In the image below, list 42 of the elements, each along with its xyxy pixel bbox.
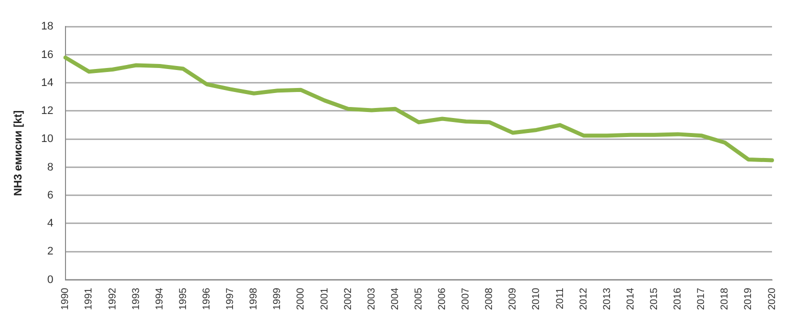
x-tick-label: 1999 xyxy=(272,287,284,310)
x-tick-label: 2010 xyxy=(531,287,542,310)
y-tick-label: 8 xyxy=(47,161,54,174)
x-tick-label: 2017 xyxy=(696,287,708,310)
x-tick-label: 2020 xyxy=(766,287,778,310)
x-tick-label: 1994 xyxy=(154,287,166,310)
x-tick-label: 1993 xyxy=(130,287,142,310)
x-tick-label: 2018 xyxy=(720,287,731,310)
x-tick-label: 2013 xyxy=(602,287,613,310)
y-tick-label: 18 xyxy=(41,20,54,33)
x-tick-label: 2019 xyxy=(743,287,754,310)
y-tick-label: 2 xyxy=(47,246,54,258)
y-tick-label: 14 xyxy=(41,76,54,89)
x-tick-label: 2001 xyxy=(319,287,330,310)
x-tick-label: 2000 xyxy=(296,287,307,310)
x-tick-label: 1991 xyxy=(84,287,95,310)
x-tick-label: 2011 xyxy=(554,287,566,310)
y-tick-label: 16 xyxy=(41,48,54,61)
x-tick-label: 2006 xyxy=(437,287,448,310)
y-axis-title: NH3 емисии [kt] xyxy=(12,110,25,196)
x-tick-label: 2015 xyxy=(648,287,660,310)
x-tick-label: 1998 xyxy=(248,287,260,310)
y-tick-label: 4 xyxy=(47,218,54,230)
x-tick-label: 2004 xyxy=(390,287,401,310)
x-tick-label: 1997 xyxy=(225,287,236,310)
x-tick-label: 1992 xyxy=(107,287,118,310)
x-tick-label: 2009 xyxy=(508,287,519,310)
y-tick-label: 10 xyxy=(41,133,54,146)
x-tick-label: 2012 xyxy=(578,287,590,310)
x-tick-label: 2003 xyxy=(366,287,378,310)
x-tick-label: 1996 xyxy=(202,287,212,310)
y-tick-label: 0 xyxy=(47,274,54,286)
y-tick-label: 6 xyxy=(47,189,54,202)
x-tick-label: 2007 xyxy=(460,287,472,310)
x-tick-label: 2016 xyxy=(672,287,684,310)
x-tick-label: 2005 xyxy=(413,287,424,310)
x-tick-label: 2014 xyxy=(625,287,636,310)
x-tick-label: 1990 xyxy=(60,287,72,310)
x-tick-label: 2008 xyxy=(484,287,496,310)
y-tick-label: 12 xyxy=(41,105,54,118)
x-tick-label: 2002 xyxy=(342,287,354,310)
x-tick-label: 1995 xyxy=(178,287,189,310)
